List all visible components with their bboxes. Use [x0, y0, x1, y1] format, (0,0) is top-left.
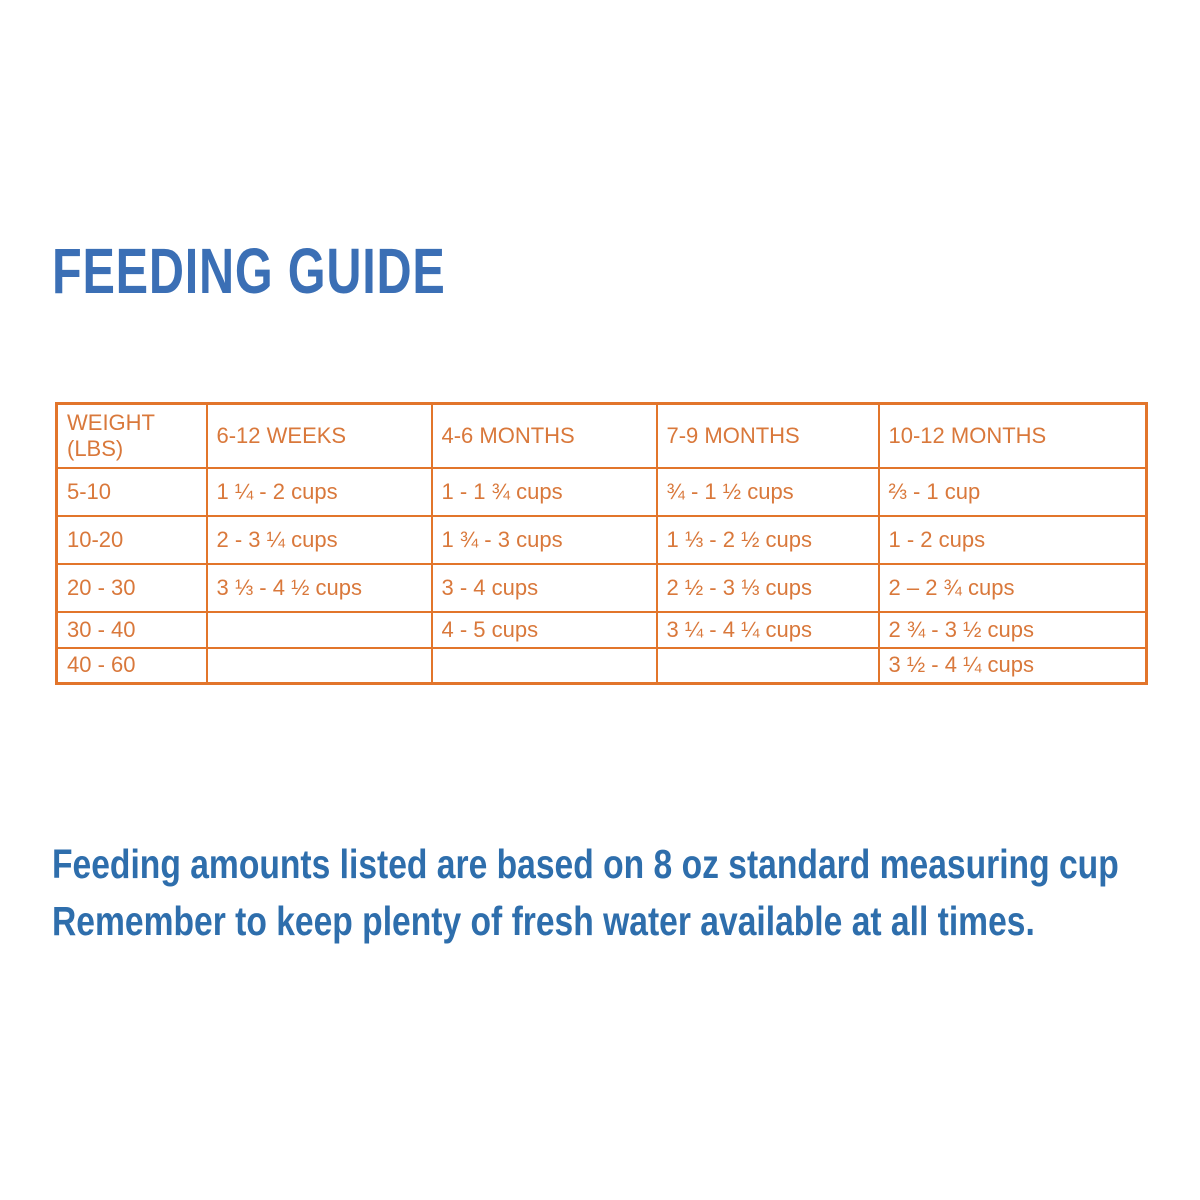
table-row: 40 - 60 3 ½ - 4 ¼ cups: [55, 646, 1148, 685]
page-title: FEEDING GUIDE: [52, 235, 446, 307]
header-cell-6-12-weeks: 6-12 WEEKS: [205, 402, 433, 469]
table-row: 20 - 30 3 ⅓ - 4 ½ cups 3 - 4 cups 2 ½ - …: [55, 562, 1148, 613]
table-cell: 3 ⅓ - 4 ½ cups: [205, 562, 433, 613]
table-header-row: WEIGHT (LBS) 6-12 WEEKS 4-6 MONTHS 7-9 M…: [55, 402, 1148, 469]
table-cell: 1 ⅓ - 2 ½ cups: [655, 514, 880, 565]
table-cell: 2 ½ - 3 ⅓ cups: [655, 562, 880, 613]
header-cell-weight: WEIGHT (LBS): [55, 402, 208, 469]
table-cell: 2 – 2 ¾ cups: [877, 562, 1148, 613]
table-cell: 1 - 2 cups: [877, 514, 1148, 565]
table-cell: 1 ¼ - 2 cups: [205, 466, 433, 517]
table-cell: [205, 610, 433, 649]
table-cell: [205, 646, 433, 685]
weight-cell: 20 - 30: [55, 562, 208, 613]
table-cell: 4 - 5 cups: [430, 610, 658, 649]
header-cell-10-12-months: 10-12 MONTHS: [877, 402, 1148, 469]
table-cell: ⅔ - 1 cup: [877, 466, 1148, 517]
table-cell: 2 ¾ - 3 ½ cups: [877, 610, 1148, 649]
weight-cell: 40 - 60: [55, 646, 208, 685]
feeding-table: WEIGHT (LBS) 6-12 WEEKS 4-6 MONTHS 7-9 M…: [55, 402, 1148, 685]
footer-note-line1: Feeding amounts listed are based on 8 oz…: [52, 841, 1119, 887]
table-cell: ¾ - 1 ½ cups: [655, 466, 880, 517]
table-cell: [430, 646, 658, 685]
table-row: 30 - 40 4 - 5 cups 3 ¼ - 4 ¼ cups 2 ¾ - …: [55, 610, 1148, 649]
table-cell: 3 ¼ - 4 ¼ cups: [655, 610, 880, 649]
weight-cell: 10-20: [55, 514, 208, 565]
table-row: 10-20 2 - 3 ¼ cups 1 ¾ - 3 cups 1 ⅓ - 2 …: [55, 514, 1148, 565]
table-cell: 2 - 3 ¼ cups: [205, 514, 433, 565]
footer-note: Feeding amounts listed are based on 8 oz…: [52, 836, 1119, 950]
weight-cell: 5-10: [55, 466, 208, 517]
weight-cell: 30 - 40: [55, 610, 208, 649]
table-row: 5-10 1 ¼ - 2 cups 1 - 1 ¾ cups ¾ - 1 ½ c…: [55, 466, 1148, 517]
table-cell: 1 - 1 ¾ cups: [430, 466, 658, 517]
header-cell-7-9-months: 7-9 MONTHS: [655, 402, 880, 469]
table-cell: 1 ¾ - 3 cups: [430, 514, 658, 565]
footer-note-line2: Remember to keep plenty of fresh water a…: [52, 898, 1035, 944]
table-cell: 3 - 4 cups: [430, 562, 658, 613]
header-cell-4-6-months: 4-6 MONTHS: [430, 402, 658, 469]
table-cell: 3 ½ - 4 ¼ cups: [877, 646, 1148, 685]
table-cell: [655, 646, 880, 685]
